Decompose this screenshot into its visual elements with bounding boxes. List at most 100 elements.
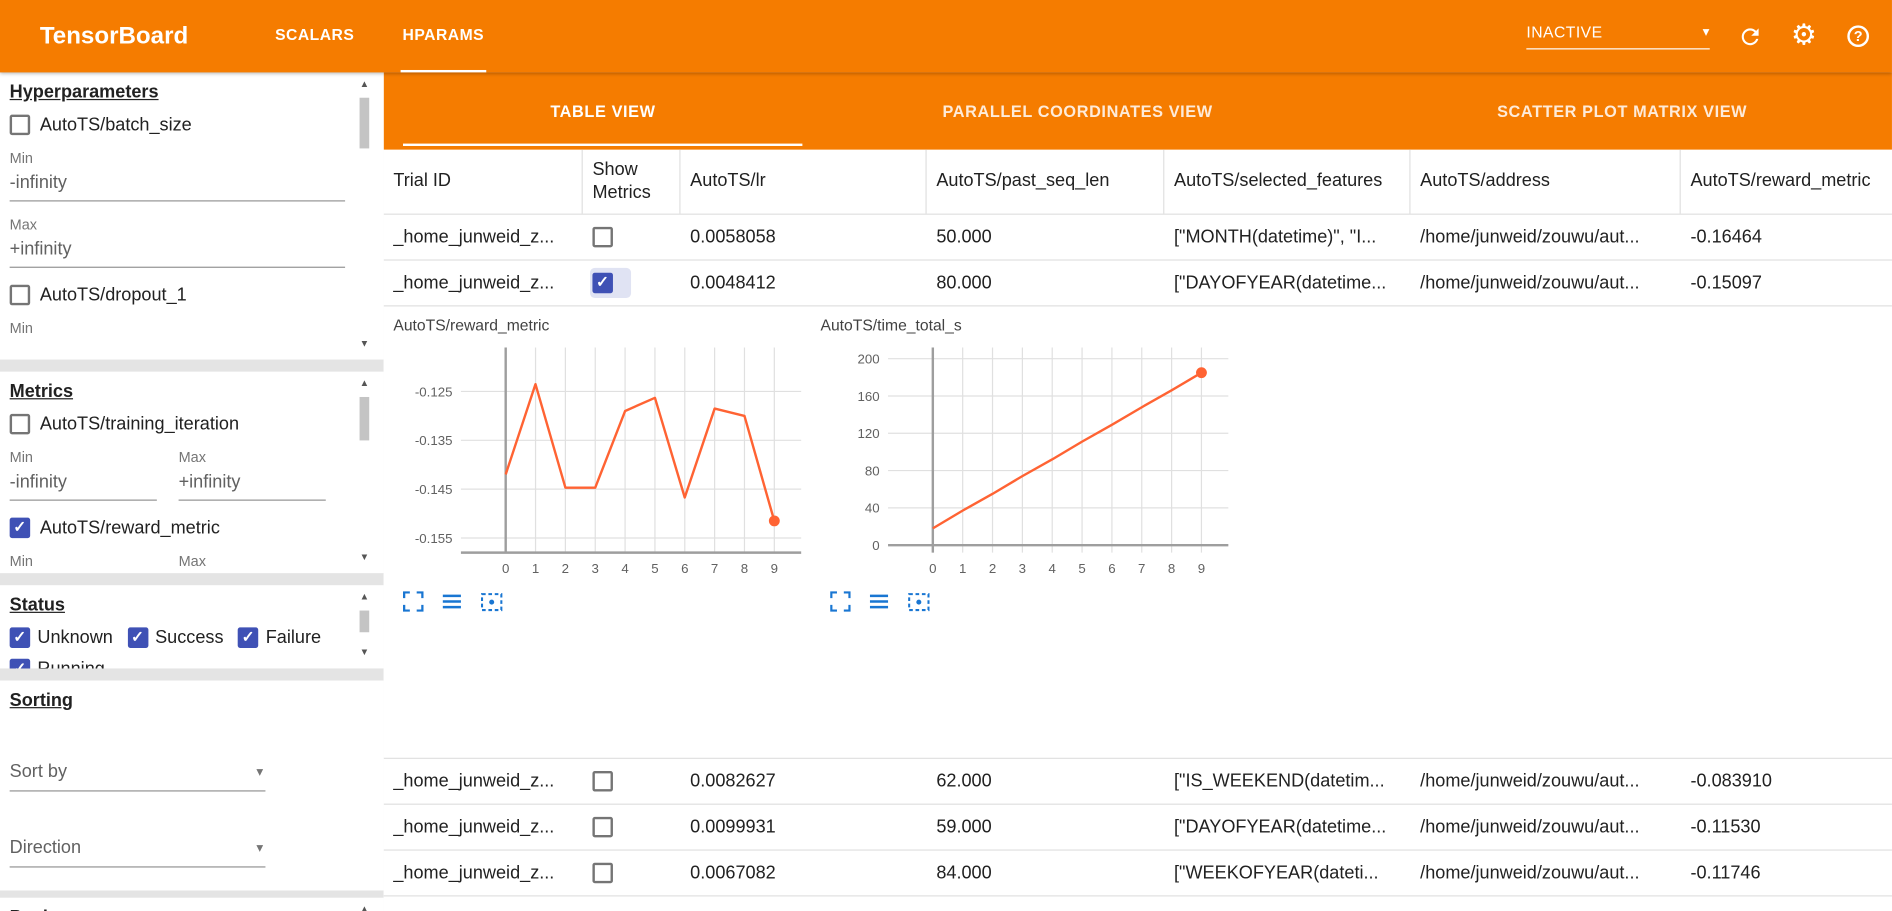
metrics-heading: Metrics — [9, 381, 74, 402]
scroll-down-icon[interactable]: ▼ — [359, 551, 370, 563]
metric-min-input[interactable]: -infinity — [9, 466, 157, 501]
cell-reward-metric: -0.083910 — [1690, 771, 1772, 792]
metrics-scrollbar[interactable]: ▲ ▼ — [357, 378, 371, 564]
chart-title: AutoTS/time_total_s — [820, 316, 962, 335]
col-autots-reward-metric: AutoTS/reward_metric — [1690, 170, 1871, 191]
success-checkbox[interactable] — [127, 627, 148, 648]
scrollbar-thumb[interactable] — [359, 610, 370, 633]
cell-past-seq-len: 84.000 — [936, 862, 992, 884]
svg-text:0: 0 — [872, 538, 879, 553]
table-row[interactable]: _home_junweid_z... 0.0099931 59.000 ["DA… — [383, 805, 1892, 851]
scroll-up-icon[interactable]: ▲ — [359, 591, 370, 603]
cell-reward-metric: -0.11530 — [1690, 816, 1761, 838]
hparam-item-dropout-1: AutoTS/dropout_1 — [9, 284, 353, 306]
svg-text:5: 5 — [651, 561, 658, 576]
show-metrics-checkbox[interactable] — [592, 226, 613, 248]
running-checkbox[interactable] — [9, 658, 31, 669]
batch-size-checkbox[interactable] — [9, 114, 31, 136]
tab-parallel-coordinates-view[interactable]: PARALLEL COORDINATES VIEW — [942, 101, 1213, 121]
svg-text:6: 6 — [681, 561, 688, 576]
header-tabs: SCALARS HPARAMS — [273, 0, 530, 73]
reward-metric-checkbox[interactable] — [9, 517, 31, 539]
table-row[interactable]: _home_junweid_z... 0.0048412 80.000 ["DA… — [383, 261, 1892, 307]
svg-text:4: 4 — [1049, 561, 1056, 576]
list-lines-icon[interactable] — [869, 592, 890, 610]
cell-address: /home/junweid/zouwu/aut... — [1420, 862, 1640, 884]
scroll-up-icon[interactable]: ▲ — [359, 377, 370, 389]
show-metrics-checkbox[interactable] — [592, 272, 613, 294]
refresh-icon — [1737, 24, 1762, 49]
unknown-checkbox[interactable] — [9, 627, 31, 648]
session-metrics-expansion: AutoTS/reward_metric -0.125 -0.135 -0.145-… — [383, 306, 1892, 759]
metric-item-training-iteration: AutoTS/training_iteration — [9, 413, 353, 435]
table-row[interactable]: _home_junweid_z... 0.0082627 62.000 ["IS… — [383, 759, 1892, 805]
tab-scatter-plot-matrix-view[interactable]: SCATTER PLOT MATRIX VIEW — [1497, 101, 1748, 121]
marker-box-icon[interactable] — [480, 592, 503, 611]
scroll-up-icon[interactable]: ▲ — [359, 903, 370, 911]
chevron-down-icon: ▾ — [256, 764, 264, 780]
table-row[interactable]: _home_junweid_z... 0.0067082 84.000 ["WE… — [383, 851, 1892, 897]
cell-lr: 0.0048412 — [690, 272, 776, 294]
show-metrics-checkbox[interactable] — [592, 771, 613, 792]
tab-scalars[interactable]: SCALARS — [275, 25, 355, 44]
cell-selected-features: ["IS_WEEKEND(datetim... — [1174, 771, 1385, 792]
col-show-metrics: Show Metrics — [583, 149, 681, 214]
svg-text:-0.135: -0.135 — [415, 433, 453, 448]
scroll-down-icon[interactable]: ▼ — [359, 646, 370, 658]
dropout-1-checkbox[interactable] — [9, 284, 31, 306]
cell-trial-id: _home_junweid_z... — [393, 862, 555, 884]
max-label: Max — [178, 448, 206, 466]
metric-max-input[interactable]: +infinity — [178, 466, 326, 501]
cell-past-seq-len: 62.000 — [936, 771, 992, 792]
minmax-inputs: -infinity +infinity — [9, 466, 353, 501]
gear-icon: ⚙ — [1790, 19, 1817, 52]
status-scrollbar[interactable]: ▲ ▼ — [357, 591, 371, 659]
training-iteration-checkbox[interactable] — [9, 413, 31, 435]
app-title: TensorBoard — [39, 22, 189, 50]
expand-icon[interactable] — [403, 591, 424, 612]
direction-dropdown[interactable]: Direction ▾ — [9, 830, 266, 868]
hyperparameters-scrollbar[interactable]: ▲ ▼ — [357, 78, 371, 349]
hparam-label: AutoTS/dropout_1 — [39, 284, 187, 306]
scroll-up-icon[interactable]: ▲ — [359, 78, 370, 90]
tab-table-view[interactable]: TABLE VIEW — [403, 72, 804, 149]
cell-reward-metric: -0.16464 — [1690, 226, 1762, 248]
status-label: Running — [37, 659, 104, 669]
scroll-down-icon[interactable]: ▼ — [359, 337, 370, 349]
settings-button[interactable]: ⚙ — [1789, 19, 1818, 52]
status-label: Unknown — [37, 627, 113, 648]
table-row[interactable]: _home_junweid_z... 0.0058058 50.000 ["MO… — [383, 215, 1892, 261]
body-row: Hyperparameters AutoTS/batch_size Min -i… — [0, 72, 1892, 911]
show-metrics-checkbox[interactable] — [592, 816, 613, 838]
batch-size-min-input[interactable]: -infinity — [9, 167, 346, 202]
svg-text:5: 5 — [1078, 561, 1085, 576]
sort-by-dropdown[interactable]: Sort by ▾ — [9, 754, 266, 792]
chevron-down-icon: ▾ — [1702, 25, 1710, 40]
expand-icon[interactable] — [830, 591, 851, 612]
scrollbar-thumb[interactable] — [359, 396, 370, 441]
cell-trial-id: _home_junweid_z... — [393, 226, 555, 248]
sidebar: Hyperparameters AutoTS/batch_size Min -i… — [0, 72, 384, 911]
col-autots-past-seq-len: AutoTS/past_seq_len — [927, 149, 1165, 214]
batch-size-max-input[interactable]: +infinity — [9, 233, 346, 268]
cell-trial-id: _home_junweid_z... — [393, 816, 555, 838]
list-lines-icon[interactable] — [442, 592, 463, 610]
tab-hparams[interactable]: HPARAMS — [400, 0, 486, 73]
col-autots-lr: AutoTS/lr — [681, 149, 927, 214]
svg-text:-0.145: -0.145 — [415, 482, 453, 497]
scrollbar-thumb[interactable] — [359, 97, 370, 149]
hyperparameters-section: Hyperparameters AutoTS/batch_size Min -i… — [0, 72, 384, 360]
cell-address: /home/junweid/zouwu/aut... — [1420, 226, 1640, 248]
direction-label: Direction — [9, 837, 82, 858]
hparam-label: AutoTS/batch_size — [39, 114, 192, 136]
sorting-section: Sorting Sort by ▾ Direction ▾ — [0, 680, 384, 891]
help-button[interactable]: ? — [1844, 22, 1873, 51]
paging-heading: Paging — [10, 907, 353, 911]
show-metrics-checkbox[interactable] — [592, 862, 613, 884]
run-status-dropdown[interactable]: INACTIVE ▾ — [1526, 23, 1710, 50]
failure-checkbox[interactable] — [238, 627, 259, 648]
refresh-button[interactable] — [1735, 22, 1764, 51]
marker-box-icon[interactable] — [907, 592, 930, 611]
app-header: TensorBoard SCALARS HPARAMS INACTIVE ▾ ⚙… — [0, 0, 1892, 73]
